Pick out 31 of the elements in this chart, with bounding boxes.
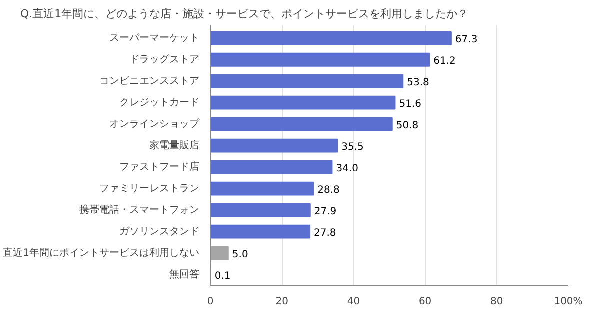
data-label: 67.3 — [455, 34, 478, 46]
y-tick-label: コンビニエンスストア — [100, 76, 200, 87]
x-tick-label: 40 — [347, 296, 360, 308]
y-tick-label: 家電量販店 — [150, 139, 200, 152]
y-tick-label: クレジットカード — [120, 97, 200, 108]
y-tick-label: ファミリーレストラン — [100, 183, 200, 194]
y-tick-label: ファストフード店 — [120, 160, 200, 173]
data-label: 27.8 — [314, 228, 336, 239]
data-label: 27.9 — [314, 206, 337, 218]
y-tick-label: 無回答 — [170, 268, 200, 280]
y-tick-label: ドラッグストア — [130, 54, 200, 66]
data-label: 35.5 — [342, 142, 364, 153]
data-label: 50.8 — [396, 120, 419, 132]
chart-title: Q.直近1年間に、どのような店・施設・サービスで、ポイントサービスを利用しましたか？ — [20, 8, 469, 20]
x-tick-label: 20 — [276, 296, 288, 308]
y-tick-label: 携帯電話・スマートフォン — [80, 204, 200, 216]
x-tick-label: 100% — [554, 296, 583, 308]
data-label: 61.2 — [434, 56, 456, 67]
data-label: 28.8 — [318, 184, 340, 196]
y-tick-label: スーパーマーケット — [110, 32, 200, 44]
y-tick-label: オンラインショップ — [110, 118, 200, 130]
x-tick-label: 0 — [207, 296, 214, 308]
data-label: 34.0 — [336, 163, 358, 174]
data-label: 53.8 — [407, 77, 430, 88]
data-label: 5.0 — [232, 249, 248, 260]
x-tick-label: 80 — [490, 296, 504, 308]
data-label: 0.1 — [214, 270, 231, 282]
data-label: 51.6 — [399, 98, 422, 110]
y-tick-label: 直近1年間にポイントサービスは利用しない — [3, 246, 200, 259]
x-tick-label: 60 — [418, 296, 432, 308]
y-tick-label: ガソリンスタンド — [120, 226, 200, 238]
